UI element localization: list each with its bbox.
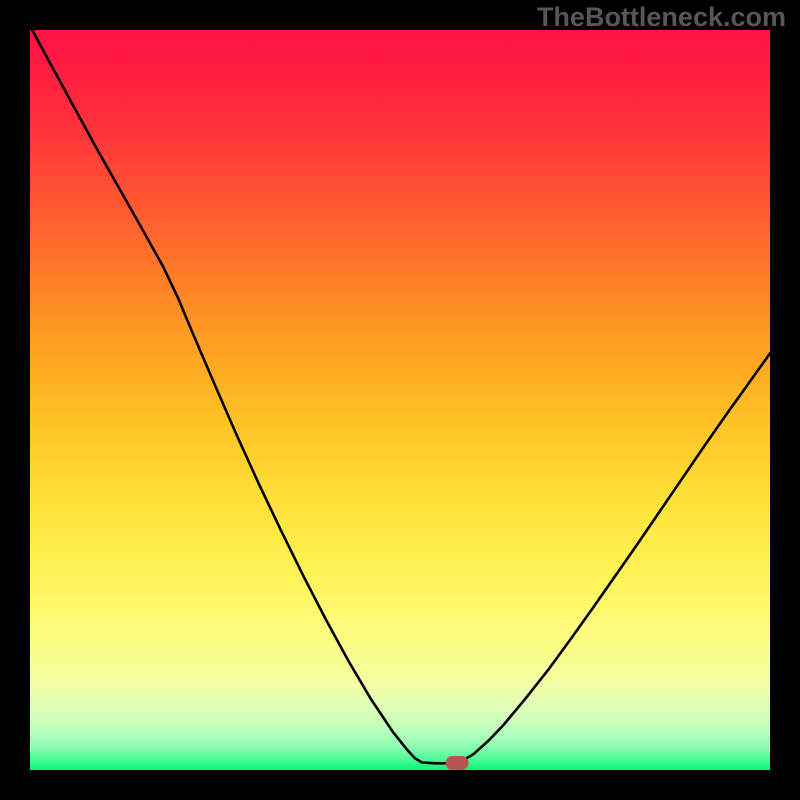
watermark-text: TheBottleneck.com (537, 2, 786, 33)
plot-area (30, 30, 770, 770)
curve-svg (30, 30, 770, 770)
bottleneck-curve (32, 30, 770, 763)
recommendation-marker (445, 756, 468, 770)
